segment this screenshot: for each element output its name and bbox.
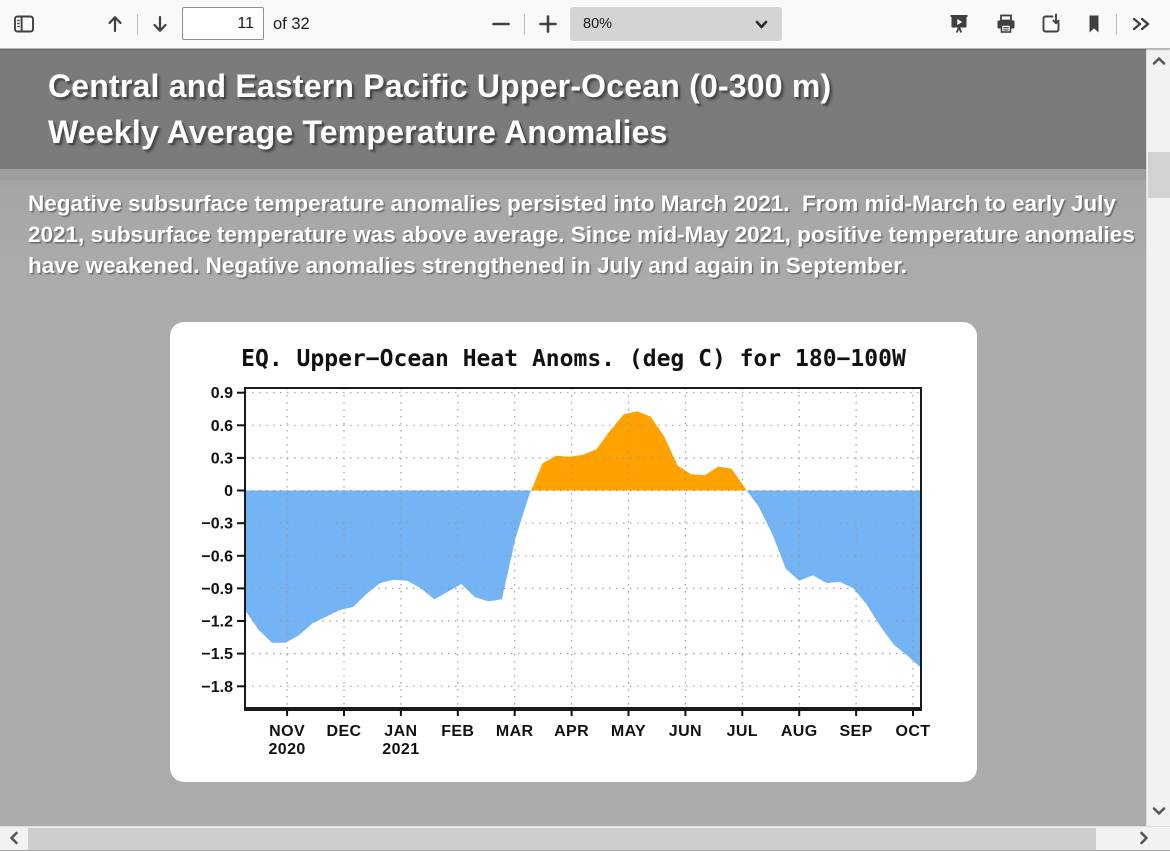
svg-text:0: 0 <box>224 483 233 500</box>
chart-plot-area: 0.9 0.6 0.3 0 −0.3 −0.6 −0.9 −1.2 −1.5 −1.8 NOV 202… <box>175 384 945 761</box>
page-number-input[interactable] <box>182 7 264 40</box>
svg-text:−1.8: −1.8 <box>201 679 233 696</box>
zoom-out-button[interactable] <box>483 6 519 42</box>
svg-text:0.9: 0.9 <box>211 385 233 402</box>
presentation-mode-button[interactable] <box>941 6 977 42</box>
plus-icon <box>536 12 560 36</box>
scroll-right-button[interactable] <box>1132 827 1156 851</box>
svg-text:−0.9: −0.9 <box>201 581 233 598</box>
sidebar-toggle-icon <box>12 12 36 36</box>
horizontal-scroll-thumb[interactable] <box>28 828 1096 850</box>
svg-text:−1.5: −1.5 <box>201 646 233 663</box>
slide-title-band: Central and Eastern Pacific Upper-Ocean … <box>0 48 1146 169</box>
svg-text:FEB: FEB <box>441 723 474 740</box>
svg-text:SEP: SEP <box>839 723 872 740</box>
page-count-label: of 32 <box>273 15 310 33</box>
svg-text:JUL: JUL <box>727 723 758 740</box>
slide-title-line1: Central and Eastern Pacific Upper-Ocean … <box>48 68 832 104</box>
vertical-scrollbar[interactable] <box>1146 48 1170 826</box>
slide-title-line2: Weekly Average Temperature Anomalies <box>48 114 668 150</box>
arrow-up-icon <box>103 12 127 36</box>
svg-text:−0.6: −0.6 <box>201 548 233 565</box>
double-chevron-right-icon <box>1129 12 1155 36</box>
svg-text:AUG: AUG <box>781 723 818 740</box>
svg-text:MAY: MAY <box>611 723 646 740</box>
more-tools-button[interactable] <box>1124 6 1160 42</box>
zoom-level-value: 80% <box>583 16 613 32</box>
svg-text:JAN: JAN <box>384 723 417 740</box>
next-page-button[interactable] <box>142 6 178 42</box>
toolbar-separator <box>524 14 525 35</box>
svg-text:2020: 2020 <box>268 741 305 756</box>
svg-text:DEC: DEC <box>327 723 362 740</box>
chevron-down-icon <box>753 16 782 33</box>
bookmark-icon <box>1082 12 1106 36</box>
zoom-in-button[interactable] <box>530 6 566 42</box>
scroll-left-button[interactable] <box>2 827 26 851</box>
svg-text:JUN: JUN <box>669 723 702 740</box>
current-view-button[interactable] <box>1076 6 1112 42</box>
pdf-toolbar: of 32 80% <box>0 0 1170 49</box>
slide-paragraph: Negative subsurface temperature anomalie… <box>28 191 1142 278</box>
arrow-down-icon <box>148 12 172 36</box>
presentation-icon <box>947 12 971 36</box>
chevron-left-icon <box>6 830 22 849</box>
svg-text:−0.3: −0.3 <box>201 516 233 533</box>
anomaly-area-chart: 0.90.60.30−0.3−0.6−0.9−1.2−1.5−1.8NOV202… <box>201 385 931 758</box>
svg-text:0.3: 0.3 <box>211 450 233 467</box>
save-button[interactable] <box>1033 6 1069 42</box>
previous-page-button[interactable] <box>97 6 133 42</box>
svg-text:2021: 2021 <box>382 741 419 756</box>
pdf-page-view: Central and Eastern Pacific Upper-Ocean … <box>0 48 1146 826</box>
print-button[interactable] <box>988 6 1024 42</box>
chevron-right-icon <box>1136 830 1152 849</box>
minus-icon <box>489 12 513 36</box>
chart-card: EQ. Upper−Ocean Heat Anoms. (deg C) for … <box>170 322 977 782</box>
slide-header-divider <box>0 169 1146 180</box>
chevron-down-icon <box>1151 803 1167 822</box>
svg-text:APR: APR <box>554 723 589 740</box>
toggle-sidebar-button[interactable] <box>6 6 42 42</box>
toolbar-separator <box>137 14 138 35</box>
chevron-up-icon <box>1151 53 1167 72</box>
scroll-down-button[interactable] <box>1147 800 1170 824</box>
chart-title: EQ. Upper−Ocean Heat Anoms. (deg C) for … <box>241 346 906 372</box>
printer-icon <box>994 12 1018 36</box>
slide-title: Central and Eastern Pacific Upper-Ocean … <box>48 63 831 155</box>
svg-text:OCT: OCT <box>896 723 931 740</box>
save-icon <box>1039 12 1063 36</box>
vertical-scroll-thumb[interactable] <box>1148 152 1170 198</box>
toolbar-separator <box>1116 14 1117 35</box>
zoom-level-select[interactable]: 80% <box>570 7 782 41</box>
scroll-up-button[interactable] <box>1147 50 1170 74</box>
svg-text:0.6: 0.6 <box>211 418 233 435</box>
horizontal-scrollbar[interactable] <box>0 826 1170 850</box>
svg-text:−1.2: −1.2 <box>201 614 233 631</box>
svg-text:MAR: MAR <box>496 723 534 740</box>
svg-text:NOV: NOV <box>269 723 305 740</box>
